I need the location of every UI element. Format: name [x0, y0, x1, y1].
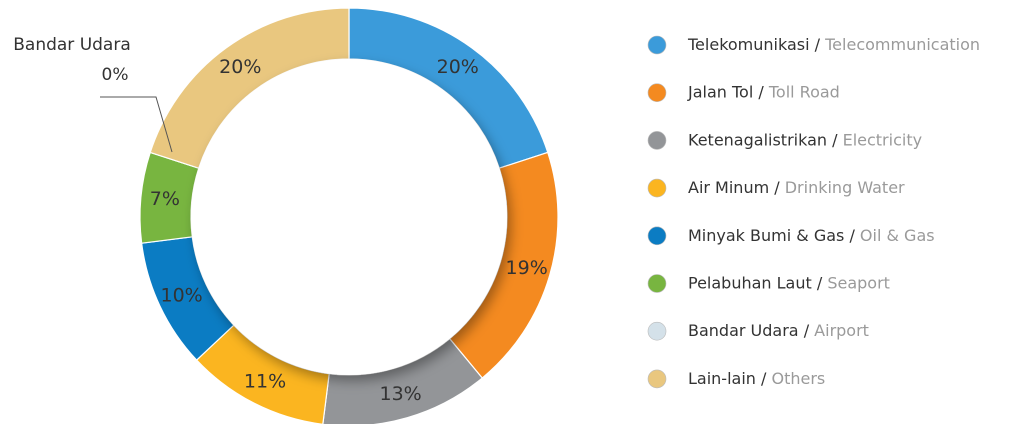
legend-separator: / [799, 321, 815, 340]
legend-name-en: Telecommunication [824, 35, 980, 54]
legend-name-en: Airport [814, 321, 869, 340]
legend-separator: / [827, 130, 843, 149]
legend-name-en: Others [771, 368, 825, 387]
annotation-label: Bandar Udara [13, 35, 131, 55]
leader-line [100, 96, 173, 153]
legend-name-en: Oil & Gas [860, 225, 935, 244]
legend-separator: / [812, 273, 828, 292]
legend-swatch [647, 226, 667, 246]
annotation-value: 0% [102, 65, 129, 85]
legend-name: Jalan Tol [687, 82, 753, 101]
legend-label: Minyak Bumi & Gas / Oil & Gas [688, 225, 935, 244]
legend-name: Pelabuhan Laut [688, 273, 812, 292]
legend-name: Bandar Udara [688, 321, 799, 340]
donut: 20% 19% 13% 11% 10% 7% 20% [139, 7, 559, 424]
legend-swatch [647, 321, 667, 341]
legend-swatch [647, 131, 667, 150]
slice-label: 19% [506, 257, 548, 279]
legend-separator: / [769, 178, 785, 197]
legend-swatch [647, 35, 667, 55]
slice-label: 7% [150, 188, 180, 210]
donut-hole [191, 59, 507, 375]
legend-label: Lain-lain / Others [688, 368, 825, 387]
slice-label: 13% [379, 383, 421, 405]
legend-swatch [647, 369, 667, 389]
legend-name: Ketenagalistrikan [688, 130, 827, 149]
legend: Telekomunikasi / Telecommunication Jalan … [647, 35, 980, 389]
slice-label: 20% [437, 56, 479, 78]
legend-name: Telekomunikasi [687, 35, 810, 54]
slice-label: 11% [244, 370, 286, 392]
legend-name-en: Toll Road [768, 82, 840, 101]
slice-label: 20% [219, 56, 261, 78]
legend-name: Lain-lain [688, 368, 756, 387]
legend-name: Minyak Bumi & Gas [688, 225, 844, 244]
legend-name-en: Electricity [843, 130, 922, 149]
legend-separator: / [844, 225, 860, 244]
legend-label: Ketenagalistrikan / Electricity [688, 130, 922, 149]
slice-label: 10% [160, 284, 202, 306]
legend-swatch [647, 83, 667, 102]
legend-swatch [647, 274, 667, 293]
legend-label: Pelabuhan Laut / Seaport [688, 273, 890, 292]
legend-label: Telekomunikasi / Telecommunication [687, 35, 980, 54]
legend-label: Jalan Tol / Toll Road [687, 82, 840, 101]
legend-name-en: Drinking Water [785, 178, 905, 197]
legend-separator: / [753, 82, 769, 101]
legend-label: Bandar Udara / Airport [688, 321, 869, 340]
legend-name: Air Minum [688, 178, 769, 197]
legend-separator: / [756, 368, 772, 387]
legend-separator: / [810, 35, 826, 54]
legend-name-en: Seaport [827, 273, 890, 292]
legend-label: Air Minum / Drinking Water [688, 178, 905, 197]
legend-swatch [647, 178, 667, 198]
